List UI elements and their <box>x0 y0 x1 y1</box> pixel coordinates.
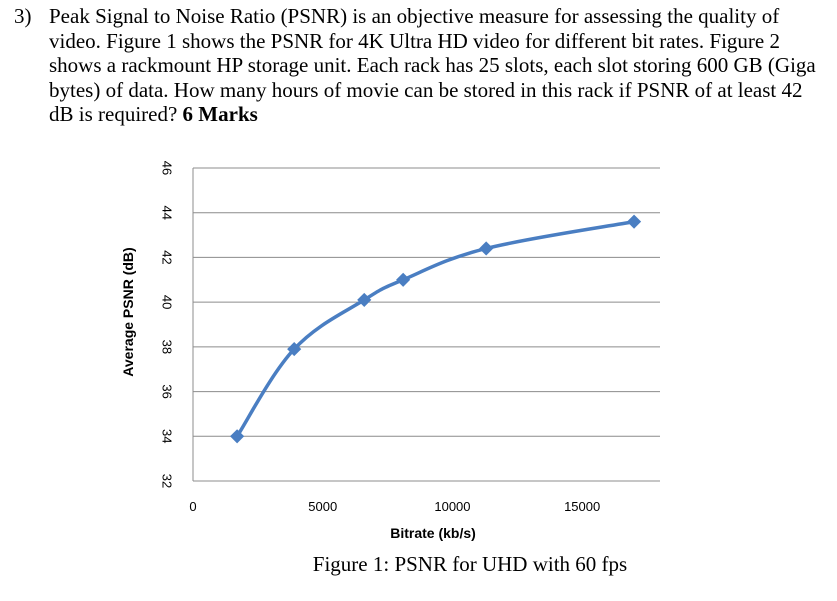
y-tick-label-6: 44 <box>160 205 175 219</box>
series-0-marker-0 <box>230 429 245 444</box>
question-number: 3) <box>14 4 32 28</box>
x-axis-label: Bitrate (kb/s) <box>390 525 476 541</box>
question-text-block: Peak Signal to Noise Ratio (PSNR) is an … <box>49 4 829 127</box>
x-tick-label-1: 5000 <box>308 499 337 514</box>
x-tick-label-2: 10000 <box>434 499 470 514</box>
x-tick-label-0: 0 <box>189 499 196 514</box>
series-0-marker-2 <box>357 292 372 307</box>
y-tick-label-0: 32 <box>160 474 175 488</box>
y-tick-label-3: 38 <box>160 340 175 354</box>
y-tick-label-4: 40 <box>160 295 175 309</box>
series-0-line <box>235 219 636 439</box>
question-text: Peak Signal to Noise Ratio (PSNR) is an … <box>49 4 816 126</box>
series-0-marker-3 <box>396 272 411 287</box>
series-0-marker-1 <box>287 342 302 357</box>
series-0-marker-4 <box>479 241 494 256</box>
y-axis-label: Average PSNR (dB) <box>120 247 136 376</box>
y-tick-label-2: 36 <box>160 384 175 398</box>
x-tick-label-3: 15000 <box>564 499 600 514</box>
y-tick-label-5: 42 <box>160 250 175 264</box>
y-tick-label-1: 34 <box>160 429 175 443</box>
figure-caption: Figure 1: PSNR for UHD with 60 fps <box>312 552 628 576</box>
y-tick-label-7: 46 <box>160 161 175 175</box>
question-marks: 6 Marks <box>182 102 258 126</box>
series-0-marker-5 <box>626 214 642 229</box>
